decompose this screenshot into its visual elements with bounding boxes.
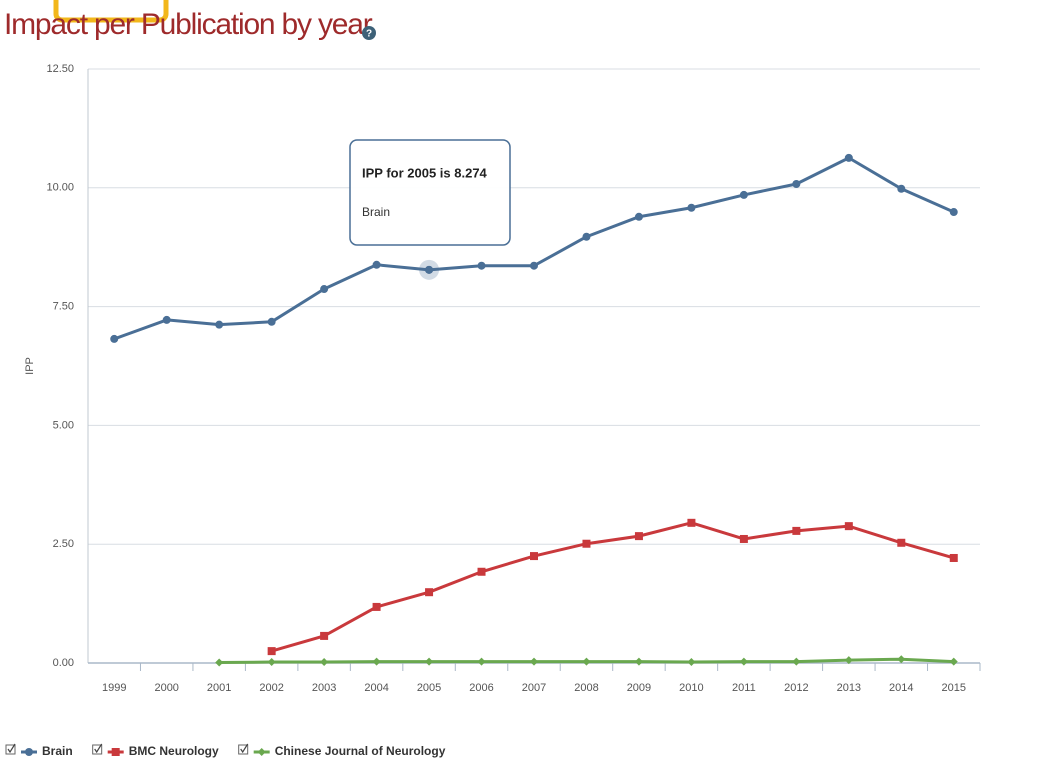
- point: [372, 260, 381, 269]
- x-tick-label: 2003: [312, 682, 336, 694]
- point: [425, 588, 434, 597]
- tooltip-box: [349, 139, 511, 246]
- point: [530, 657, 538, 666]
- point: [844, 522, 853, 531]
- y-tick-label: 12.50: [46, 63, 74, 75]
- tooltip-text: IPP for 2005 is 8.274: [362, 165, 488, 180]
- y-axis-label: IPP: [24, 357, 36, 375]
- x-tick-label: 2013: [837, 682, 861, 694]
- highlight-box: [53, 0, 169, 23]
- legend-checkbox: [238, 744, 249, 755]
- tooltip-series: Brain: [362, 205, 390, 219]
- point: [267, 647, 276, 656]
- point: [582, 232, 591, 241]
- legend-marker: [257, 748, 266, 756]
- legend-marker: [25, 748, 33, 756]
- point: [530, 552, 538, 561]
- point: [162, 315, 171, 324]
- point: [634, 212, 643, 221]
- point: [320, 285, 329, 294]
- legend-check: [7, 743, 16, 754]
- legend-marker: [111, 748, 120, 756]
- legend-check: [94, 743, 103, 754]
- point: [267, 658, 276, 667]
- point: [634, 532, 643, 541]
- point: [687, 658, 696, 667]
- point: [792, 657, 801, 666]
- point: [477, 261, 486, 270]
- x-tick-label: 2010: [679, 682, 703, 694]
- x-tick-label: 2015: [942, 682, 966, 694]
- point: [530, 261, 538, 270]
- point: [477, 567, 486, 576]
- legend-item[interactable]: Chinese Journal of Neurology: [238, 743, 446, 758]
- legend-checkbox: [5, 744, 16, 755]
- x-tick-label: 2007: [522, 682, 546, 694]
- legend-item[interactable]: BMC Neurology: [92, 743, 219, 758]
- y-tick-label: 2.50: [53, 538, 74, 550]
- y-tick-label: 5.00: [53, 419, 74, 431]
- point: [372, 602, 381, 611]
- point: [372, 657, 381, 666]
- x-tick-label: 2014: [889, 682, 913, 694]
- point: [949, 657, 958, 666]
- point: [739, 534, 748, 543]
- svg-text:?: ?: [366, 29, 372, 40]
- point: [949, 553, 958, 562]
- point: [739, 190, 748, 199]
- point: [320, 631, 329, 640]
- legend-label: Chinese Journal of Neurology: [275, 744, 446, 758]
- legend: Brain BMC Neurology Chinese Journal of Neu…: [5, 743, 446, 758]
- point: [792, 526, 801, 535]
- point: [792, 179, 801, 188]
- x-tick-label: 1999: [102, 682, 126, 694]
- x-tick-label: 2001: [207, 682, 231, 694]
- point: [110, 334, 119, 343]
- point: [425, 657, 434, 666]
- x-tick-label: 2006: [469, 682, 493, 694]
- point: [897, 184, 906, 193]
- y-tick-label: 7.50: [53, 301, 74, 313]
- point: [897, 655, 906, 664]
- x-tick-label: 2005: [417, 682, 441, 694]
- point: [267, 317, 276, 326]
- legend-item[interactable]: Brain: [5, 743, 73, 758]
- legend-check: [240, 743, 249, 754]
- x-tick-label: 2002: [259, 682, 283, 694]
- x-tick-label: 2000: [154, 682, 178, 694]
- legend-label: Brain: [42, 744, 73, 758]
- x-tick-label: 2009: [627, 682, 651, 694]
- point: [949, 208, 958, 217]
- point: [739, 657, 748, 666]
- help-icon[interactable]: ?: [362, 26, 376, 40]
- point: [634, 657, 643, 666]
- point: [844, 153, 853, 162]
- series-line: [271, 521, 955, 653]
- series-line: [113, 156, 955, 341]
- x-tick-label: 2012: [784, 682, 808, 694]
- point: [582, 539, 591, 548]
- y-tick-label: 0.00: [53, 657, 74, 669]
- legend-label: BMC Neurology: [129, 744, 219, 758]
- point: [320, 658, 329, 667]
- point: [897, 538, 906, 547]
- point: [844, 656, 853, 665]
- point: [215, 658, 224, 667]
- x-tick-label: 2011: [732, 682, 756, 694]
- point: [687, 518, 696, 527]
- point: [582, 657, 591, 666]
- point: [215, 320, 224, 329]
- point: [687, 203, 696, 212]
- legend-checkbox: [92, 744, 103, 755]
- chart-title: Impact per Publication by year: [4, 8, 373, 41]
- y-tick-label: 10.00: [46, 182, 74, 194]
- x-tick-label: 2004: [364, 682, 388, 694]
- point: [425, 265, 434, 274]
- point: [477, 657, 486, 666]
- x-tick-label: 2008: [574, 682, 598, 694]
